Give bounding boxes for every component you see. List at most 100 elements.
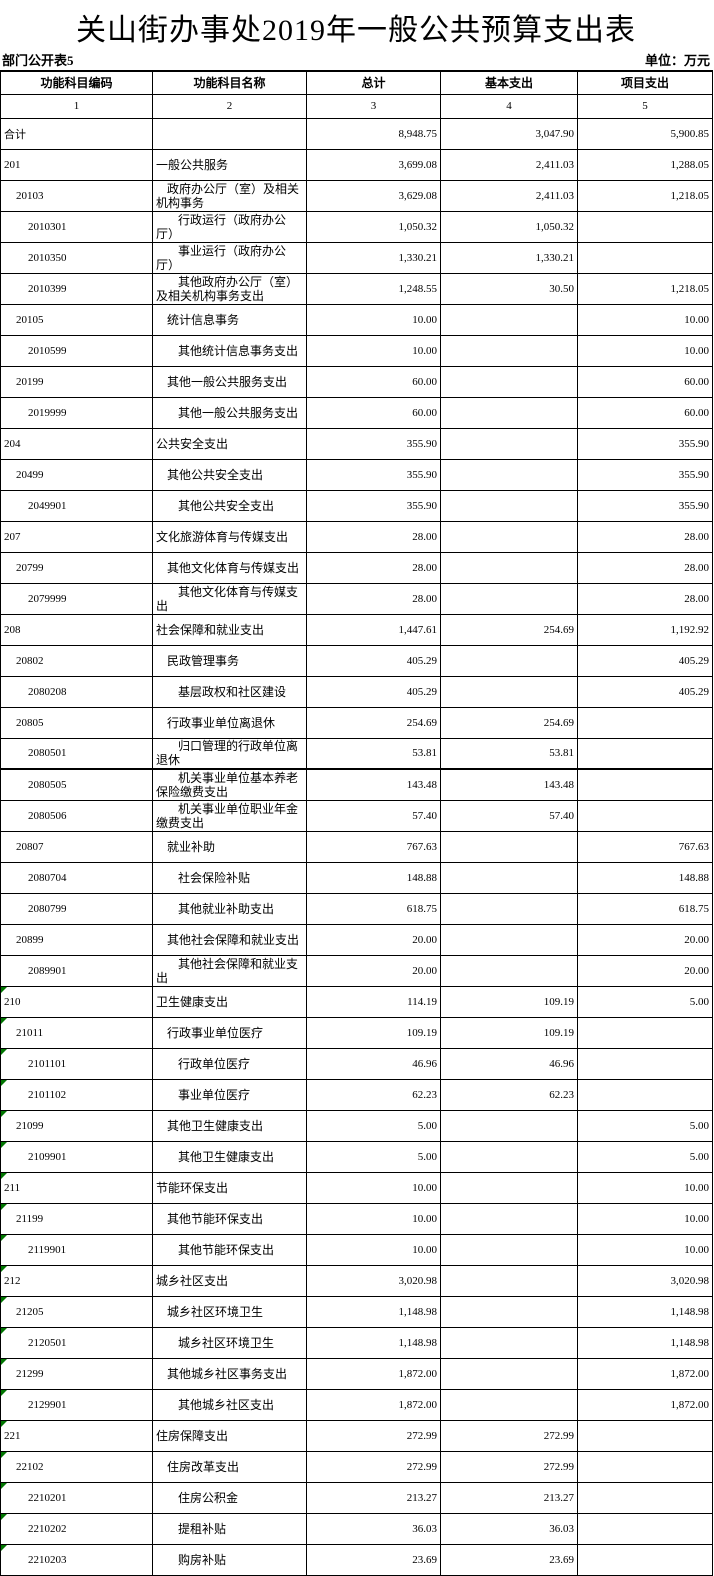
cell-error-flag-icon bbox=[1, 1142, 7, 1148]
cell-function-name: 其他就业补助支出 bbox=[152, 892, 307, 925]
function-code-text: 2010399 bbox=[28, 282, 67, 295]
cell-total-amount: 405.29 bbox=[306, 675, 441, 708]
cell-function-code: 20499 bbox=[0, 458, 153, 491]
cell-function-code: 20105 bbox=[0, 303, 153, 336]
function-name-text: 其他政府办公厅（室）及相关机构事务支出 bbox=[156, 274, 299, 303]
cell-basic-amount bbox=[440, 1140, 578, 1173]
table-row: 2210201 住房公积金 213.27 213.27 bbox=[0, 1481, 713, 1514]
cell-function-code: 20199 bbox=[0, 365, 153, 398]
cell-project-amount bbox=[577, 1450, 713, 1483]
cell-basic-amount bbox=[440, 923, 578, 956]
cell-error-flag-icon bbox=[1, 1328, 7, 1334]
column-header: 基本支出 bbox=[440, 70, 578, 95]
table-row: 2079999 其他文化体育与传媒支出 28.00 28.00 bbox=[0, 582, 713, 615]
function-code-text: 20807 bbox=[16, 840, 44, 853]
cell-function-code: 合计 bbox=[0, 117, 153, 150]
cell-total-amount: 148.88 bbox=[306, 861, 441, 894]
cell-function-name: 其他政府办公厅（室）及相关机构事务支出 bbox=[152, 272, 307, 305]
cell-project-amount: 10.00 bbox=[577, 303, 713, 336]
table-row: 221 住房保障支出 272.99 272.99 bbox=[0, 1419, 713, 1452]
cell-function-name: 提租补贴 bbox=[152, 1512, 307, 1545]
table-row: 20805 行政事业单位离退休 254.69 254.69 bbox=[0, 706, 713, 739]
cell-project-amount: 3,020.98 bbox=[577, 1264, 713, 1297]
function-name-text: 其他文化体育与传媒支出 bbox=[167, 560, 300, 575]
column-number: 5 bbox=[577, 93, 713, 119]
column-number: 3 bbox=[306, 93, 441, 119]
table-row: 2080501 归口管理的行政单位离退休 53.81 53.81 bbox=[0, 737, 713, 770]
cell-function-code: 2010350 bbox=[0, 241, 153, 274]
table-row: 2210203 购房补贴 23.69 23.69 bbox=[0, 1543, 713, 1576]
column-number: 2 bbox=[152, 93, 307, 119]
cell-basic-amount bbox=[440, 303, 578, 336]
cell-function-name: 其他公共安全支出 bbox=[152, 458, 307, 491]
cell-project-amount: 1,218.05 bbox=[577, 272, 713, 305]
function-name-text: 其他统计信息事务支出 bbox=[178, 343, 299, 358]
cell-basic-amount bbox=[440, 396, 578, 429]
table-row: 20499 其他公共安全支出 355.90 355.90 bbox=[0, 458, 713, 491]
function-name-text: 城乡社区环境卫生 bbox=[167, 1304, 264, 1319]
cell-basic-amount bbox=[440, 1295, 578, 1328]
cell-project-amount: 28.00 bbox=[577, 582, 713, 615]
cell-basic-amount: 1,330.21 bbox=[440, 241, 578, 274]
function-name-text: 其他就业补助支出 bbox=[178, 901, 275, 916]
cell-function-code: 207 bbox=[0, 520, 153, 553]
cell-function-code: 22102 bbox=[0, 1450, 153, 1483]
table-row: 2101102 事业单位医疗 62.23 62.23 bbox=[0, 1078, 713, 1111]
table-row: 2049901 其他公共安全支出 355.90 355.90 bbox=[0, 489, 713, 522]
cell-function-name: 住房公积金 bbox=[152, 1481, 307, 1514]
table-row: 2129901 其他城乡社区支出 1,872.00 1,872.00 bbox=[0, 1388, 713, 1421]
cell-basic-amount bbox=[440, 954, 578, 987]
cell-basic-amount: 213.27 bbox=[440, 1481, 578, 1514]
cell-project-amount bbox=[577, 706, 713, 739]
table-row: 2080505 机关事业单位基本养老保险缴费支出 143.48 143.48 bbox=[0, 768, 713, 801]
function-code-text: 2210201 bbox=[28, 1491, 67, 1504]
cell-total-amount: 272.99 bbox=[306, 1419, 441, 1452]
table-row: 22102 住房改革支出 272.99 272.99 bbox=[0, 1450, 713, 1483]
cell-basic-amount: 1,050.32 bbox=[440, 210, 578, 243]
cell-basic-amount: 23.69 bbox=[440, 1543, 578, 1576]
cell-function-code: 2080799 bbox=[0, 892, 153, 925]
cell-function-name: 一般公共服务 bbox=[152, 148, 307, 181]
cell-error-flag-icon bbox=[1, 1359, 7, 1365]
cell-function-code: 20802 bbox=[0, 644, 153, 677]
function-name-text: 其他卫生健康支出 bbox=[178, 1149, 275, 1164]
cell-project-amount bbox=[577, 799, 713, 832]
cell-basic-amount: 53.81 bbox=[440, 737, 578, 770]
cell-function-name: 公共安全支出 bbox=[152, 427, 307, 460]
cell-function-code: 2049901 bbox=[0, 489, 153, 522]
cell-project-amount: 10.00 bbox=[577, 334, 713, 367]
function-name-text: 城乡社区支出 bbox=[156, 1273, 229, 1288]
cell-project-amount: 5,900.85 bbox=[577, 117, 713, 150]
function-name-text: 行政运行（政府办公厅） bbox=[156, 212, 287, 241]
cell-function-name: 行政运行（政府办公厅） bbox=[152, 210, 307, 243]
cell-project-amount: 1,148.98 bbox=[577, 1326, 713, 1359]
cell-total-amount: 57.40 bbox=[306, 799, 441, 832]
cell-project-amount: 767.63 bbox=[577, 830, 713, 863]
function-name-text: 统计信息事务 bbox=[167, 312, 240, 327]
function-code-text: 211 bbox=[4, 1181, 21, 1194]
cell-total-amount: 254.69 bbox=[306, 706, 441, 739]
cell-total-amount: 10.00 bbox=[306, 1233, 441, 1266]
cell-function-code: 21205 bbox=[0, 1295, 153, 1328]
function-code-text: 2089901 bbox=[28, 964, 67, 977]
cell-function-name: 其他文化体育与传媒支出 bbox=[152, 582, 307, 615]
cell-basic-amount bbox=[440, 1357, 578, 1390]
table-row: 2119901 其他节能环保支出 10.00 10.00 bbox=[0, 1233, 713, 1266]
cell-project-amount bbox=[577, 768, 713, 801]
table-row: 2010350 事业运行（政府办公厅） 1,330.21 1,330.21 bbox=[0, 241, 713, 274]
cell-total-amount: 1,148.98 bbox=[306, 1326, 441, 1359]
cell-project-amount: 1,148.98 bbox=[577, 1295, 713, 1328]
cell-error-flag-icon bbox=[1, 1514, 7, 1520]
column-header: 功能科目名称 bbox=[152, 70, 307, 95]
cell-basic-amount: 254.69 bbox=[440, 613, 578, 646]
function-code-text: 207 bbox=[4, 530, 21, 543]
cell-project-amount: 5.00 bbox=[577, 1140, 713, 1173]
cell-error-flag-icon bbox=[1, 1390, 7, 1396]
cell-function-name: 其他一般公共服务支出 bbox=[152, 365, 307, 398]
cell-function-name: 其他城乡社区支出 bbox=[152, 1388, 307, 1421]
function-name-text: 行政单位医疗 bbox=[178, 1056, 251, 1071]
cell-project-amount: 60.00 bbox=[577, 365, 713, 398]
function-code-text: 21011 bbox=[16, 1026, 44, 1039]
cell-total-amount: 46.96 bbox=[306, 1047, 441, 1080]
